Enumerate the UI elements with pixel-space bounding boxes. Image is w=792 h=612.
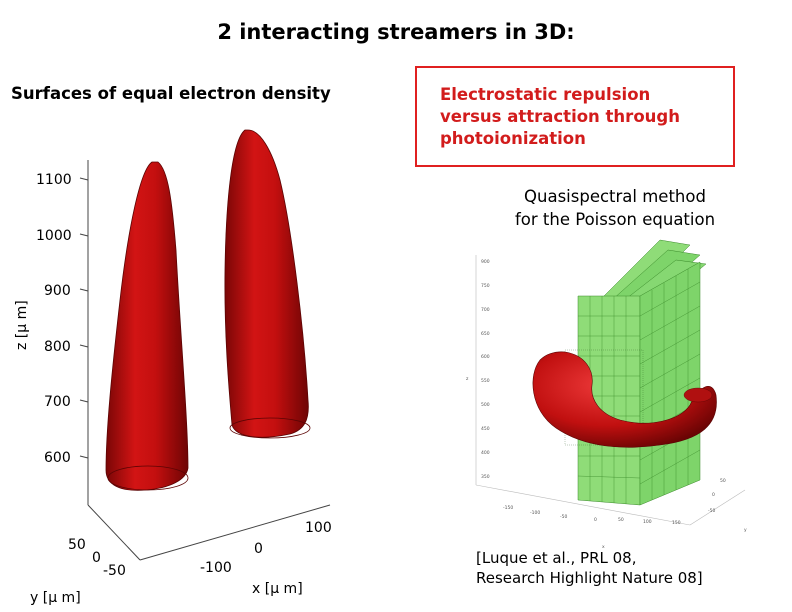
- inset-x-tick: -100: [530, 510, 540, 516]
- y-axis-line: [87, 504, 141, 561]
- inset-z-ticks: 900 750 700 650 600 550 500 450 400 350: [481, 259, 490, 480]
- streamer-left-base: [107, 465, 189, 491]
- citation-line: [Luque et al., PRL 08,: [476, 549, 637, 567]
- method-line: Quasispectral method: [524, 187, 706, 206]
- highlight-line: versus attraction through: [440, 107, 680, 126]
- inset-z-tick: 550: [481, 378, 490, 384]
- inset-x-tick: 100: [643, 519, 652, 525]
- inset-x-axis: [475, 484, 691, 526]
- inset-z-tick: 600: [481, 354, 490, 360]
- inset-x-tick: 150: [672, 520, 681, 526]
- citation-line: Research Highlight Nature 08]: [476, 569, 703, 587]
- y-axis-ticks: 50 0 -50: [68, 537, 126, 579]
- z-tick-label: 600: [44, 450, 71, 466]
- z-tick-label: 700: [44, 394, 71, 410]
- inset-y-axis: [689, 489, 746, 526]
- citation: [Luque et al., PRL 08, Research Highligh…: [476, 548, 703, 588]
- y-tick-label: 50: [68, 537, 86, 553]
- inset-z-tick: 450: [481, 426, 490, 432]
- streamer-right: [224, 129, 309, 438]
- y-tick-label: -50: [103, 563, 126, 579]
- inset-x-tick: 50: [618, 517, 624, 523]
- highlight-line: Electrostatic repulsion: [440, 85, 651, 104]
- grid-planes: [577, 239, 707, 506]
- inset-z-tick: 350: [481, 474, 490, 480]
- inset-z-tick: 900: [481, 259, 490, 265]
- highlight-line: photoionization: [440, 129, 586, 148]
- z-tick-label: 1100: [36, 172, 72, 188]
- inset-z-tick: 750: [481, 283, 490, 289]
- inset-x-tick: -150: [503, 505, 513, 511]
- method-caption: Quasispectral method for the Poisson equ…: [470, 185, 760, 231]
- x-tick-label: 100: [305, 520, 332, 536]
- inset-x-ticks: -150 -100 -50 0 50 100 150: [503, 505, 681, 526]
- x-axis-label: x [μ m]: [252, 581, 303, 597]
- inset-z-tick: 650: [481, 331, 490, 337]
- inset-y-label: y: [744, 528, 747, 533]
- inset-x-label: x: [602, 545, 605, 550]
- inset-x-tick: 0: [594, 517, 597, 523]
- method-line: for the Poisson equation: [514, 210, 716, 229]
- highlight-text: Electrostatic repulsion versus attractio…: [440, 84, 680, 150]
- inset-y-tick: -50: [708, 508, 715, 514]
- streamer-blob-tip: [683, 387, 713, 403]
- z-axis-label: z [μ m]: [14, 300, 30, 350]
- z-tick-label: 800: [44, 339, 71, 355]
- x-axis-line: [139, 504, 331, 561]
- z-tick-label: 900: [44, 283, 71, 299]
- x-axis-ticks: 100 0 -100: [200, 520, 332, 576]
- x-tick-label: 0: [254, 541, 263, 557]
- x-tick-label: -100: [200, 560, 232, 576]
- inset-z-tick: 500: [481, 402, 490, 408]
- slide-title: 2 interacting streamers in 3D:: [217, 20, 575, 44]
- inset-y-tick: 0: [712, 492, 715, 498]
- inset-y-tick: 50: [720, 478, 726, 484]
- inset-z-tick: 700: [481, 307, 490, 313]
- inset-z-label: z: [466, 377, 469, 382]
- inset-y-ticks: 50 0 -50: [708, 478, 726, 514]
- inset-z-tick: 400: [481, 450, 490, 456]
- inset-x-tick: -50: [560, 514, 567, 520]
- z-axis-ticks: 1100 1000 900 800 700 600: [36, 172, 89, 466]
- y-axis-label: y [μ m]: [30, 590, 81, 606]
- y-tick-label: 0: [92, 550, 101, 566]
- highlight-box: Electrostatic repulsion versus attractio…: [415, 66, 735, 167]
- left-heading: Surfaces of equal electron density: [11, 84, 331, 103]
- streamer-right-base: [229, 417, 311, 439]
- z-tick-label: 1000: [36, 228, 72, 244]
